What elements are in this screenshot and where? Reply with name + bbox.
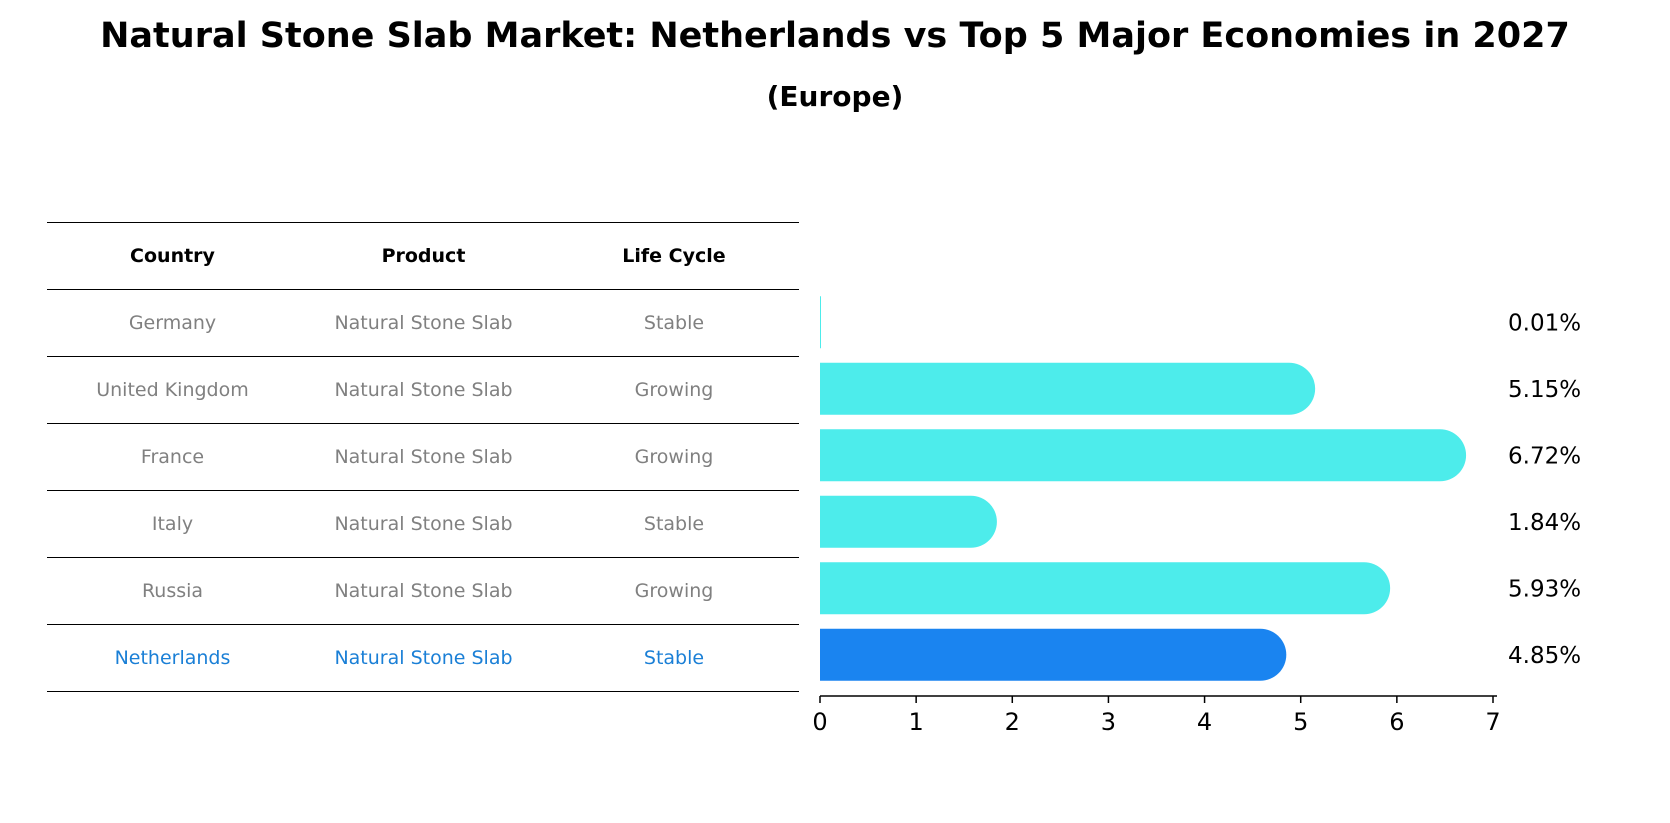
cell-country: United Kingdom xyxy=(47,356,298,424)
cell-life-cycle: Growing xyxy=(549,557,799,625)
data-label: 6.72% xyxy=(1508,443,1581,469)
bar-germany xyxy=(820,296,821,349)
cell-product: Natural Stone Slab xyxy=(298,289,549,357)
column-header-product: Product xyxy=(298,222,549,290)
data-label: 1.84% xyxy=(1508,510,1581,536)
table-row: Germany Natural Stone Slab Stable xyxy=(47,289,799,357)
cell-country: Germany xyxy=(47,289,298,357)
cell-life-cycle: Stable xyxy=(549,490,799,558)
table-row-highlighted: Netherlands Natural Stone Slab Stable xyxy=(47,624,799,692)
data-label: 4.85% xyxy=(1508,643,1581,669)
bar-italy xyxy=(820,495,997,548)
cell-product: Natural Stone Slab xyxy=(298,356,549,424)
bar-united-kingdom xyxy=(820,362,1316,415)
cell-product: Natural Stone Slab xyxy=(298,490,549,558)
column-header-life-cycle: Life Cycle xyxy=(549,222,799,290)
x-tick-label: 7 xyxy=(1485,708,1500,736)
table-row: France Natural Stone Slab Growing xyxy=(47,423,799,491)
chart-title: Natural Stone Slab Market: Netherlands v… xyxy=(100,16,1570,56)
data-label: 5.93% xyxy=(1508,576,1581,602)
table-row: United Kingdom Natural Stone Slab Growin… xyxy=(47,356,799,424)
x-tick-label: 0 xyxy=(812,708,827,736)
cell-product: Natural Stone Slab xyxy=(298,624,549,692)
cell-country: Netherlands xyxy=(47,624,298,692)
bar-russia xyxy=(820,562,1391,615)
data-label: 5.15% xyxy=(1508,377,1581,403)
cell-product: Natural Stone Slab xyxy=(298,423,549,491)
x-tick-label: 3 xyxy=(1101,708,1116,736)
x-tick-label: 2 xyxy=(1005,708,1020,736)
x-tick-label: 6 xyxy=(1389,708,1404,736)
cell-country: Russia xyxy=(47,557,298,625)
cell-life-cycle: Stable xyxy=(549,624,799,692)
bar-netherlands xyxy=(820,628,1287,681)
cell-life-cycle: Growing xyxy=(549,356,799,424)
column-header-country: Country xyxy=(47,222,298,290)
country-table: Country Product Life Cycle Germany Natur… xyxy=(47,222,799,692)
table-row: Italy Natural Stone Slab Stable xyxy=(47,490,799,558)
cell-life-cycle: Stable xyxy=(549,289,799,357)
bar-france xyxy=(820,429,1467,482)
x-tick-label: 1 xyxy=(909,708,924,736)
table-header-row: Country Product Life Cycle xyxy=(47,222,799,290)
data-label: 0.01% xyxy=(1508,310,1581,336)
chart-subtitle: (Europe) xyxy=(766,80,904,113)
x-tick-label: 4 xyxy=(1197,708,1212,736)
cell-country: France xyxy=(47,423,298,491)
table-row: Russia Natural Stone Slab Growing xyxy=(47,557,799,625)
cell-country: Italy xyxy=(47,490,298,558)
x-tick-label: 5 xyxy=(1293,708,1308,736)
cell-life-cycle: Growing xyxy=(549,423,799,491)
